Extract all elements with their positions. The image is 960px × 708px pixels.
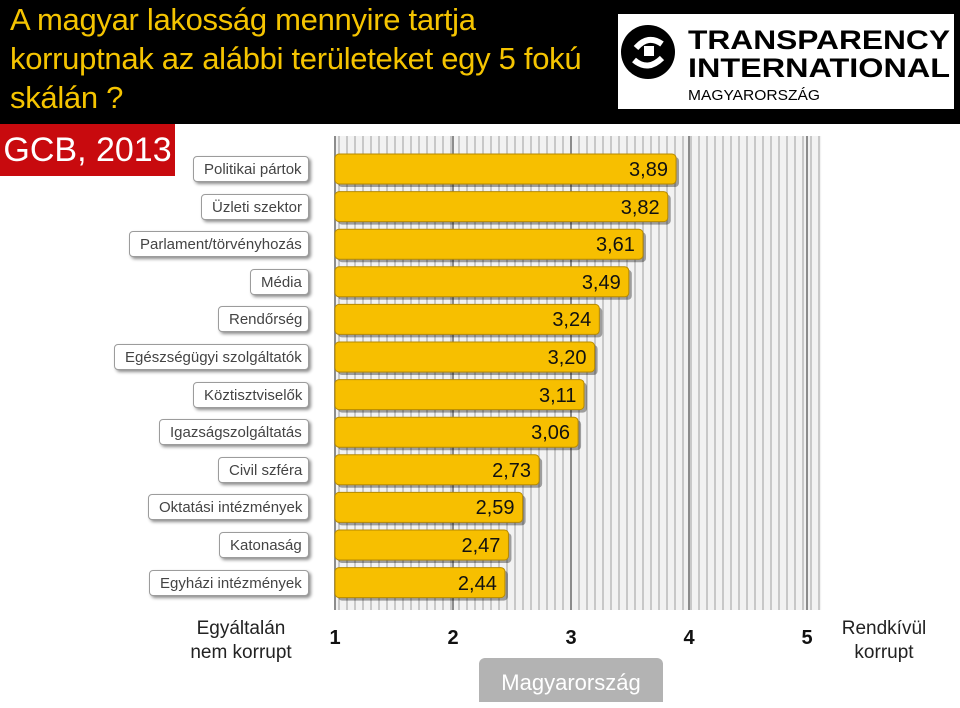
value-label: 2,44: [457, 572, 497, 595]
country-label: Magyarország: [479, 658, 663, 702]
value-label: 2,47: [461, 535, 501, 557]
scale-high-label: Rendkívül korrupt: [841, 618, 927, 663]
logo-subtitle: MAGYARORSZÁG: [688, 87, 820, 104]
chart-bars: [334, 153, 680, 601]
category-label: Rendőrség: [218, 306, 310, 333]
logo-name-2: INTERNATIONAL: [688, 53, 950, 83]
bar: [334, 153, 677, 185]
bar: [334, 567, 506, 599]
x-tick-4: 4: [683, 627, 695, 649]
x-tick-1: 1: [329, 627, 341, 649]
bar: [334, 191, 669, 223]
category-label: Igazságszolgáltatás: [159, 419, 309, 446]
category-label: Politikai pártok: [193, 156, 309, 182]
bar: [334, 416, 579, 448]
x-tick-5: 5: [801, 627, 813, 649]
category-label: Egészségügyi szolgáltatók: [114, 344, 309, 370]
value-label: 2,73: [492, 459, 532, 482]
bar: [334, 266, 630, 298]
value-label: 3,11: [538, 384, 577, 407]
value-label: 3,06: [531, 422, 571, 445]
survey-badge: GCB, 2013: [0, 124, 175, 176]
scale-low-label: Egyáltalán nem korrupt: [190, 618, 292, 663]
bar: [334, 379, 585, 411]
category-label: Civil szféra: [218, 456, 310, 483]
logo-name: TRANSPARENCY: [688, 25, 950, 55]
category-label: Üzleti szektor: [201, 193, 310, 220]
value-label: 3,89: [629, 159, 668, 181]
category-label: Parlament/törvényhozás: [129, 231, 309, 258]
chart-title: A magyar lakosság mennyire tartja korrup…: [10, 2, 582, 115]
logo-graphic: TRANSPARENCY INTERNATIONAL MAGYARORSZÁG: [621, 25, 950, 104]
bar: [334, 454, 540, 486]
category-label: Katonaság: [219, 532, 309, 558]
value-label: 3,20: [547, 347, 587, 369]
value-label: 3,24: [552, 309, 592, 332]
bar: [334, 303, 600, 335]
transparency-international-logo: TRANSPARENCY INTERNATIONAL MAGYARORSZÁG: [618, 14, 954, 109]
bar: [334, 491, 524, 523]
bar: [334, 341, 596, 373]
value-label: 3,82: [620, 196, 660, 219]
category-label: Köztisztviselők: [193, 381, 310, 408]
bar: [334, 228, 644, 260]
bar: [334, 529, 509, 561]
category-label: Egyházi intézmények: [149, 569, 309, 596]
value-label: 2,59: [475, 497, 515, 520]
x-tick-3: 3: [565, 627, 577, 649]
x-tick-2: 2: [447, 627, 459, 649]
category-label: Média: [250, 268, 309, 295]
value-label: 3,49: [581, 271, 621, 294]
category-label: Oktatási intézmények: [148, 494, 310, 521]
value-label: 3,61: [595, 234, 635, 257]
